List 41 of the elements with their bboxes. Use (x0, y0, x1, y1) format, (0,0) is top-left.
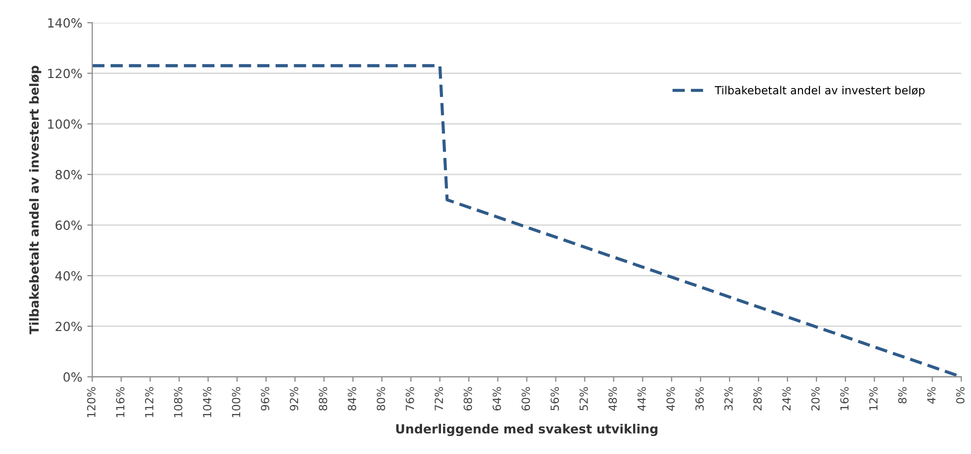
x-tick-label: 56% (550, 387, 559, 410)
y-tick-label: 0% (64, 372, 82, 382)
x-tick-label: 92% (290, 387, 298, 411)
x-tick-label: 100% (232, 387, 240, 418)
x-tick-label: 80% (376, 387, 386, 410)
x-tick-label: 12% (869, 387, 878, 410)
x-axis-title: Underliggende med svakest utvikling (396, 424, 658, 436)
x-tick-label: 60% (522, 387, 530, 410)
y-tick-label: 120% (48, 68, 82, 78)
x-tick-label: 20% (811, 387, 820, 410)
x-tick-label: 28% (753, 387, 762, 410)
x-tick-label: 36% (695, 387, 704, 410)
x-tick-label: 76% (406, 387, 414, 410)
y-tick-label: 40% (55, 271, 82, 281)
y-tick-label: 80% (56, 170, 82, 180)
x-tick-label: 8% (898, 387, 907, 404)
x-tick-label: 104% (202, 387, 212, 418)
x-tick-label: 72% (434, 387, 444, 410)
x-tick-label: 44% (637, 387, 646, 411)
x-tick-label: 68% (464, 387, 472, 410)
legend-label: Tilbakebetalt andel av investert beløp (714, 86, 925, 97)
x-tick-label: 84% (348, 387, 356, 410)
y-tick-label: 20% (56, 322, 82, 332)
x-tick-label: 48% (608, 387, 617, 411)
y-axis-title: Tilbakebetalt andel av investert beløp (29, 66, 42, 334)
x-tick-label: 0% (956, 387, 965, 404)
x-tick-label: 64% (492, 387, 502, 410)
x-tick-label: 32% (724, 387, 733, 410)
x-tick-label: 24% (782, 387, 791, 410)
x-tick-label: 16% (840, 387, 849, 410)
x-tick-label: 4% (927, 387, 936, 404)
x-tick-label: 112% (145, 387, 154, 418)
x-tick-label: 108% (174, 387, 182, 418)
x-tick-label: 116% (116, 387, 124, 418)
x-tick-label: 96% (260, 387, 270, 411)
y-tick-label: 140% (48, 18, 82, 28)
x-tick-label: 88% (318, 387, 328, 410)
y-tick-label: 100% (48, 119, 82, 129)
x-tick-label: 40% (666, 387, 675, 411)
x-tick-label: 52% (580, 387, 588, 410)
y-tick-label: 60% (56, 220, 82, 230)
